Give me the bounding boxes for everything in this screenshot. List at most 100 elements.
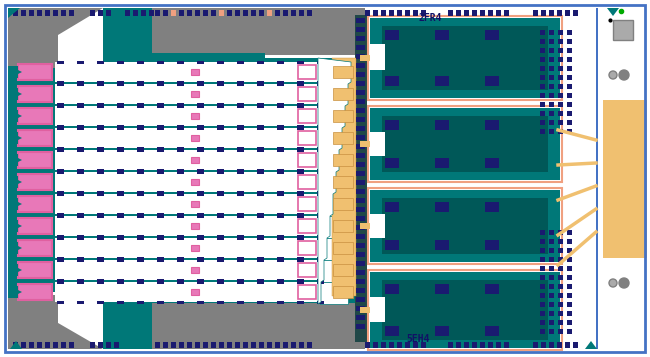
Bar xyxy=(137,213,144,216)
Bar xyxy=(137,125,144,128)
Bar xyxy=(277,169,284,172)
Bar xyxy=(283,10,288,16)
Bar xyxy=(157,301,164,304)
Bar xyxy=(197,125,204,128)
Bar xyxy=(18,262,52,278)
Bar xyxy=(237,191,244,194)
Bar xyxy=(97,149,104,152)
Bar xyxy=(370,132,385,156)
Bar xyxy=(485,284,499,294)
Bar xyxy=(567,230,572,235)
Bar xyxy=(203,10,208,16)
Bar xyxy=(277,301,284,304)
Bar xyxy=(117,213,124,216)
Bar xyxy=(57,105,64,108)
Bar xyxy=(157,237,164,240)
Bar xyxy=(117,191,124,194)
Bar xyxy=(298,65,316,79)
Bar xyxy=(191,69,199,75)
Bar xyxy=(217,171,224,174)
Bar xyxy=(257,169,264,172)
Bar xyxy=(237,125,244,128)
Bar xyxy=(558,266,563,271)
Bar xyxy=(405,10,410,16)
Bar xyxy=(356,126,365,131)
Bar xyxy=(97,169,104,172)
Bar xyxy=(549,320,554,325)
Bar xyxy=(297,279,304,282)
Bar xyxy=(277,147,284,150)
Bar xyxy=(488,342,493,348)
Bar xyxy=(77,259,84,262)
Bar xyxy=(382,116,548,172)
Bar xyxy=(157,257,164,260)
Bar xyxy=(257,257,264,260)
Bar xyxy=(317,147,324,150)
Bar xyxy=(117,127,124,130)
Bar xyxy=(297,193,304,196)
Bar xyxy=(265,8,365,58)
Bar xyxy=(243,342,248,348)
Bar xyxy=(125,10,130,16)
Bar xyxy=(567,311,572,316)
Bar xyxy=(472,10,477,16)
Bar xyxy=(177,125,184,128)
Bar xyxy=(277,149,284,152)
Bar xyxy=(297,301,304,304)
Bar xyxy=(191,113,199,119)
Bar xyxy=(277,259,284,262)
Bar xyxy=(558,275,563,280)
Bar xyxy=(356,216,365,221)
Bar xyxy=(558,102,563,107)
Bar xyxy=(549,48,554,53)
Bar xyxy=(57,257,64,260)
Bar xyxy=(77,169,84,172)
Bar xyxy=(333,88,353,100)
Bar xyxy=(177,149,184,152)
Bar xyxy=(613,20,633,40)
Bar xyxy=(298,219,316,233)
Bar xyxy=(77,105,84,108)
Polygon shape xyxy=(8,294,103,349)
Bar xyxy=(549,57,554,62)
Bar xyxy=(297,171,304,174)
Bar xyxy=(549,302,554,307)
Bar xyxy=(106,10,111,16)
Bar xyxy=(45,10,50,16)
Bar xyxy=(320,260,346,282)
Bar xyxy=(356,18,365,23)
Bar xyxy=(277,193,284,196)
Bar xyxy=(217,125,224,128)
Bar xyxy=(149,10,154,16)
Bar xyxy=(117,257,124,260)
Bar xyxy=(356,54,365,59)
Bar xyxy=(297,127,304,130)
Bar xyxy=(18,284,52,300)
Bar xyxy=(98,342,103,348)
Bar xyxy=(277,81,284,84)
Bar xyxy=(356,234,365,239)
Bar xyxy=(251,342,256,348)
Bar xyxy=(90,10,95,16)
Bar xyxy=(8,295,58,349)
Bar xyxy=(397,10,402,16)
Bar xyxy=(603,100,647,258)
Bar xyxy=(18,240,52,256)
Bar xyxy=(603,8,640,349)
Bar xyxy=(137,191,144,194)
Bar xyxy=(540,284,545,289)
Bar xyxy=(8,292,103,349)
Bar xyxy=(558,129,563,134)
Bar xyxy=(77,281,84,284)
Bar xyxy=(382,26,548,90)
Bar xyxy=(558,48,563,53)
Bar xyxy=(227,342,232,348)
Bar xyxy=(558,75,563,80)
Bar xyxy=(98,10,103,16)
Bar xyxy=(356,27,365,32)
Bar xyxy=(53,342,58,348)
Bar xyxy=(163,10,168,16)
Bar xyxy=(381,10,386,16)
Bar xyxy=(157,147,164,150)
Bar xyxy=(480,342,485,348)
